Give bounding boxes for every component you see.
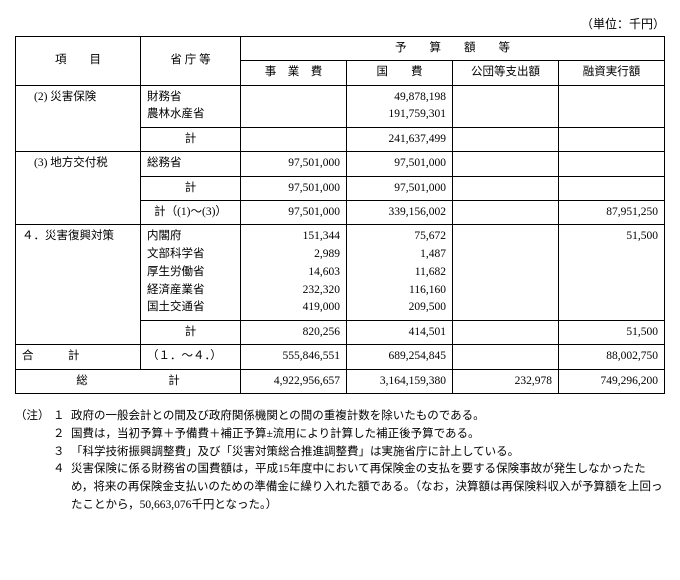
- item-cell: ４．災害復興対策: [16, 225, 141, 345]
- item-cell: (3) 地方交付税: [16, 152, 141, 225]
- national-cell: 75,672 1,487 11,682 116,160 209,500: [347, 225, 453, 321]
- agency-cell: 総務省: [141, 152, 241, 176]
- note-item: ２ 国費は，当初予算＋予備費＋補正予算±流用により計算した補正後予算である。: [15, 426, 665, 444]
- subtotal-label: 計: [141, 321, 241, 345]
- agency-cell: 内閣府 文部科学省 厚生労働省 経済産業省 国土交通省: [141, 225, 241, 321]
- note-number: ２: [53, 426, 71, 444]
- subtotal-label: 計: [141, 176, 241, 200]
- table-row: ４．災害復興対策 内閣府 文部科学省 厚生労働省 経済産業省 国土交通省 151…: [16, 225, 665, 321]
- table-row: (2) 災害保険 財務省 農林水産省 49,878,198 191,759,30…: [16, 85, 665, 128]
- th-agency: 省 庁 等: [141, 37, 241, 86]
- grand-total-row: 合 計 （１．～４．） 555,846,551 689,254,845 88,0…: [16, 345, 665, 369]
- business-cell: [241, 85, 347, 128]
- budget-table: 項 目 省 庁 等 予 算 額 等 事 業 費 国 費 公団等支出額 融資実行額…: [15, 36, 665, 394]
- note-number: １: [53, 408, 71, 426]
- total-item: 総 計: [16, 369, 241, 393]
- financing-cell: 51,500: [559, 225, 665, 321]
- note-item: ４ 災害保険に係る財務省の国費額は，平成15年度中において再保険金の支払を要する…: [15, 461, 665, 514]
- th-corp: 公団等支出額: [453, 61, 559, 85]
- th-item: 項 目: [16, 37, 141, 86]
- th-budget-group: 予 算 額 等: [241, 37, 665, 61]
- item-cell: (2) 災害保険: [16, 85, 141, 152]
- note-text: 政府の一般会計との間及び政府関係機関との間の重複計数を除いたものである。: [71, 408, 665, 426]
- note-number: ３: [53, 444, 71, 462]
- unit-label: （単位：千円）: [15, 15, 665, 32]
- note-text: 国費は，当初予算＋予備費＋補正予算±流用により計算した補正後予算である。: [71, 426, 665, 444]
- business-cell: 97,501,000: [241, 152, 347, 176]
- note-text: 「科学技術振興調整費」及び「災害対策総合推進調整費」は実施省庁に計上している。: [71, 444, 665, 462]
- note-text: 災害保険に係る財務省の国費額は，平成15年度中において再保険金の支払を要する保険…: [71, 461, 665, 514]
- notes-section: （注） １ 政府の一般会計との間及び政府関係機関との間の重複計数を除いたものであ…: [15, 408, 665, 515]
- th-financing: 融資実行額: [559, 61, 665, 85]
- agency-cell: 財務省 農林水産省: [141, 85, 241, 128]
- national-cell: 49,878,198 191,759,301: [347, 85, 453, 128]
- table-row: (3) 地方交付税 総務省 97,501,000 97,501,000: [16, 152, 665, 176]
- note-item: （注） １ 政府の一般会計との間及び政府関係機関との間の重複計数を除いたものであ…: [15, 408, 665, 426]
- total-row: 総 計 4,922,956,657 3,164,159,380 232,978 …: [16, 369, 665, 393]
- note-number: ４: [53, 461, 71, 514]
- grand-agency: （１．～４．）: [141, 345, 241, 369]
- note-tag: （注）: [15, 408, 53, 426]
- grand-item: 合 計: [16, 345, 141, 369]
- th-national: 国 費: [347, 61, 453, 85]
- national-cell: 97,501,000: [347, 152, 453, 176]
- range-total-label: 計（(1)～(3)）: [141, 200, 241, 224]
- business-cell: 151,344 2,989 14,603 232,320 419,000: [241, 225, 347, 321]
- subtotal-label: 計: [141, 128, 241, 152]
- subtotal-national: 241,637,499: [347, 128, 453, 152]
- note-item: ３ 「科学技術振興調整費」及び「災害対策総合推進調整費」は実施省庁に計上している…: [15, 444, 665, 462]
- th-business: 事 業 費: [241, 61, 347, 85]
